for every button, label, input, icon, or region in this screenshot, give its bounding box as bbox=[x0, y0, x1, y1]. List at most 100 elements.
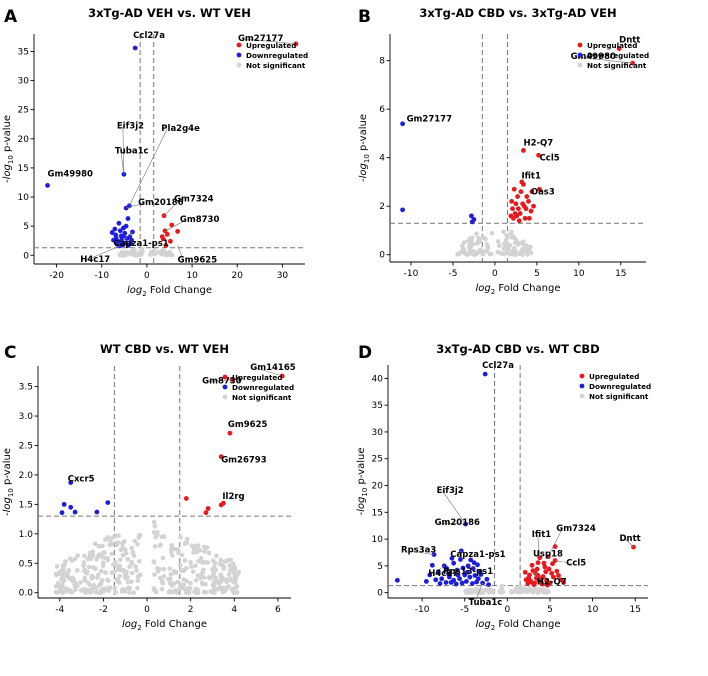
downregulated-point bbox=[112, 226, 118, 232]
ns-point bbox=[129, 545, 134, 551]
downregulated-point bbox=[459, 580, 465, 586]
ns-point bbox=[478, 247, 483, 252]
ns-point bbox=[61, 566, 66, 571]
x-label-sub: 2 bbox=[137, 624, 141, 632]
x-label-rest: Fold Change bbox=[495, 283, 560, 294]
downregulated-point bbox=[109, 230, 115, 235]
x-tick-label: 10 bbox=[573, 269, 585, 279]
gene-label: Pla2g4e bbox=[161, 124, 200, 134]
ns-point bbox=[231, 570, 237, 575]
x-label-log: log bbox=[122, 619, 137, 630]
upregulated-point bbox=[539, 581, 545, 587]
ns-point bbox=[132, 252, 137, 258]
ns-point bbox=[131, 248, 136, 253]
downregulated-point bbox=[478, 572, 484, 577]
ns-point bbox=[217, 561, 223, 567]
downregulated-point bbox=[72, 509, 78, 515]
downregulated-point bbox=[475, 562, 480, 568]
ns-point bbox=[193, 578, 199, 583]
y-label-rest: p-value bbox=[358, 114, 369, 154]
y-tick-label: 2.0 bbox=[19, 471, 34, 481]
ns-point bbox=[206, 550, 212, 556]
ns-point bbox=[219, 575, 225, 581]
gene-label: Capza1-ps1 bbox=[113, 239, 168, 249]
ns-point bbox=[95, 554, 101, 559]
ns-point bbox=[90, 553, 96, 558]
ns-point bbox=[200, 569, 206, 575]
ns-point bbox=[195, 573, 201, 578]
ns-point bbox=[186, 589, 191, 595]
ns-point bbox=[155, 532, 160, 537]
ns-point bbox=[112, 585, 118, 591]
ns-point bbox=[135, 585, 140, 591]
upregulated-point bbox=[164, 231, 170, 237]
gene-label: Rps13-ps1 bbox=[443, 567, 493, 577]
downregulated-point bbox=[464, 569, 470, 575]
ns-point bbox=[469, 235, 475, 241]
label-leader-line bbox=[122, 126, 125, 175]
ns-point bbox=[489, 230, 495, 236]
ns-point bbox=[96, 582, 102, 588]
ns-point bbox=[169, 549, 174, 555]
downregulated-point bbox=[59, 510, 65, 516]
x-tick-label: 15 bbox=[629, 605, 640, 615]
x-tick-label: 5 bbox=[534, 269, 540, 279]
ns-point bbox=[177, 582, 183, 587]
gene-label: Usp18 bbox=[533, 550, 563, 560]
y-label-sub: 10 bbox=[7, 155, 15, 164]
ns-point bbox=[204, 545, 210, 550]
legend-marker bbox=[236, 62, 242, 68]
ns-point bbox=[127, 564, 132, 570]
ns-point bbox=[93, 566, 98, 571]
legend-marker bbox=[579, 393, 585, 399]
downregulated-point bbox=[443, 580, 449, 585]
ns-point bbox=[125, 575, 130, 580]
ns-point bbox=[160, 555, 166, 561]
upregulated-point bbox=[508, 213, 514, 219]
x-tick-label: 6 bbox=[275, 605, 281, 615]
ns-point bbox=[82, 568, 87, 573]
y-tick-label: 30 bbox=[372, 428, 384, 438]
x-label-log: log bbox=[475, 619, 490, 630]
y-tick-label: 25 bbox=[18, 106, 29, 116]
upregulated-point bbox=[534, 566, 540, 572]
ns-point bbox=[182, 558, 188, 563]
ns-point bbox=[100, 550, 106, 556]
ns-point bbox=[202, 549, 207, 554]
upregulated-point bbox=[527, 578, 533, 584]
y-tick-label: 6 bbox=[379, 105, 385, 115]
ns-point bbox=[509, 229, 514, 235]
ns-point bbox=[200, 582, 205, 587]
downregulated-point bbox=[435, 569, 441, 575]
downregulated-point bbox=[61, 501, 67, 507]
upregulated-point bbox=[554, 568, 560, 574]
x-tick-label: 15 bbox=[615, 269, 626, 279]
ns-point bbox=[456, 251, 462, 256]
legend-marker bbox=[579, 373, 585, 379]
ns-point bbox=[193, 547, 198, 552]
ns-point bbox=[160, 581, 166, 586]
ns-point bbox=[152, 544, 158, 549]
gene-label: Capza1-ps1 bbox=[450, 550, 505, 560]
downregulated-point bbox=[475, 576, 481, 582]
x-label-rest: Fold Change bbox=[142, 619, 207, 630]
ns-point bbox=[125, 556, 131, 562]
label-leader-line bbox=[126, 202, 145, 209]
legend-marker bbox=[579, 383, 585, 389]
ns-point bbox=[208, 589, 213, 594]
downregulated-point bbox=[427, 572, 433, 578]
ns-point bbox=[127, 590, 132, 595]
ns-point bbox=[495, 249, 501, 255]
ns-point bbox=[519, 252, 525, 258]
upregulated-point bbox=[516, 218, 522, 224]
panel-letter: C bbox=[4, 343, 16, 363]
label-leader-line bbox=[440, 522, 466, 525]
gene-label: Ccl27a bbox=[133, 31, 165, 41]
ns-point bbox=[117, 573, 123, 579]
x-tick-label: 5 bbox=[547, 605, 553, 615]
legend-marker bbox=[222, 394, 228, 400]
legend-entry: Downregulated bbox=[589, 382, 651, 391]
ns-point bbox=[152, 252, 158, 257]
downregulated-point bbox=[105, 500, 111, 506]
x-tick-label: -10 bbox=[94, 271, 109, 281]
